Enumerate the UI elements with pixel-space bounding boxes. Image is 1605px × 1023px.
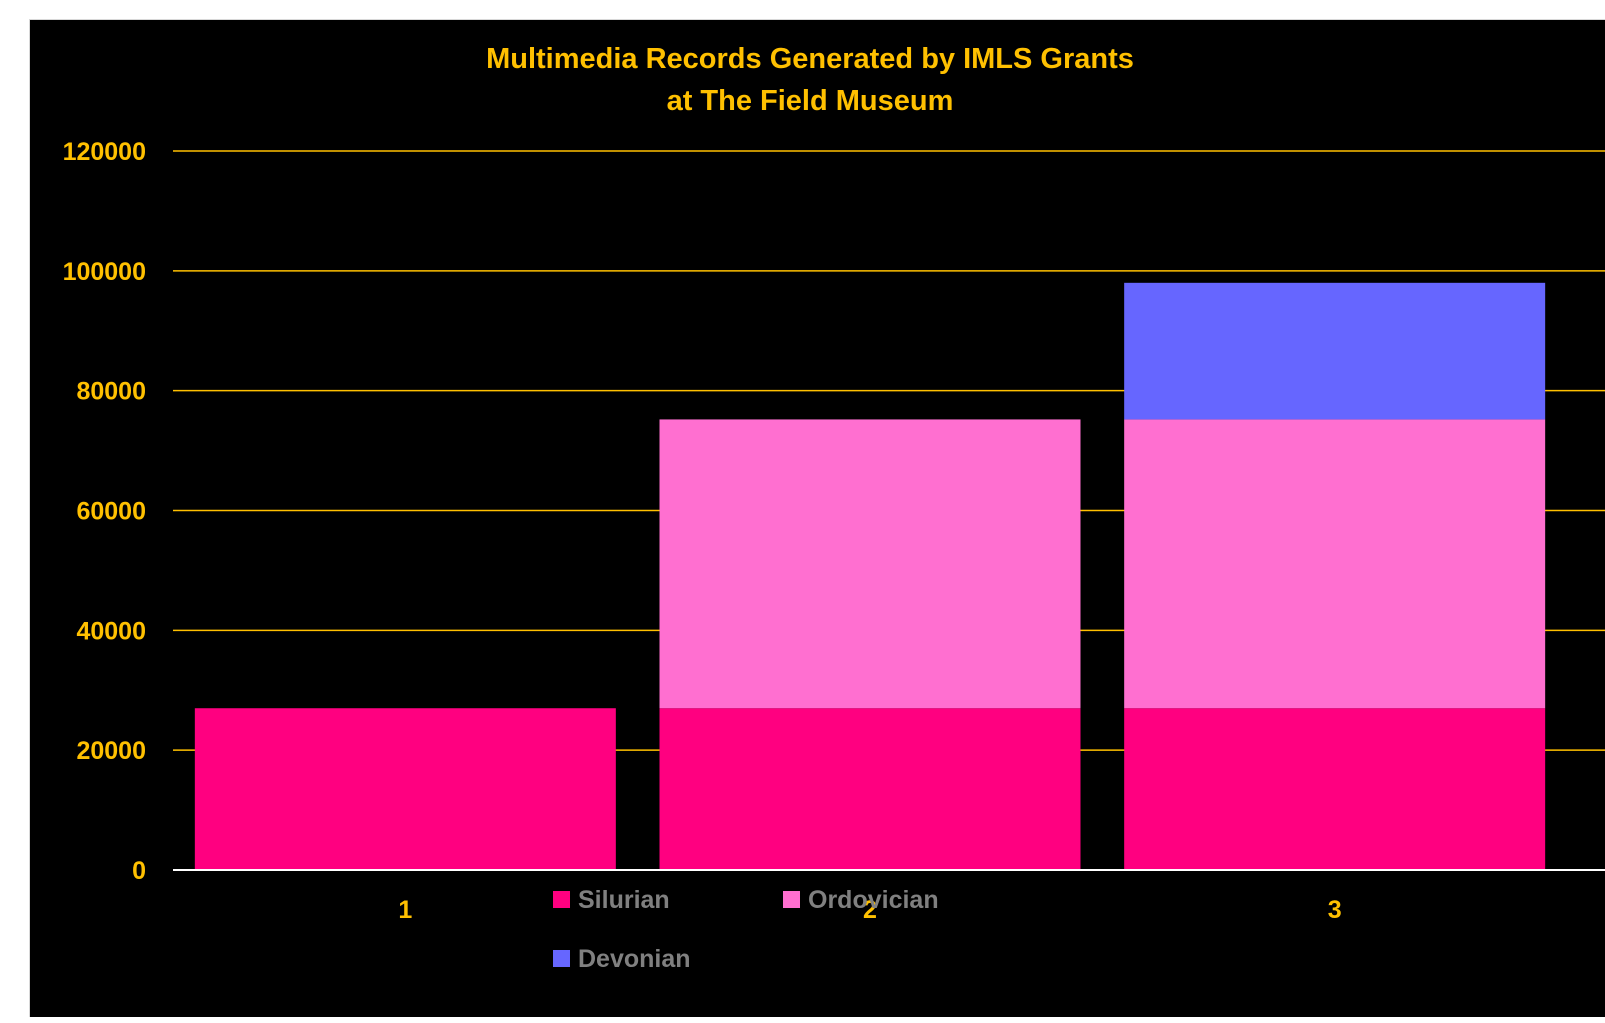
bars [194, 282, 1546, 870]
bar-chart: Multimedia Records Generated by IMLS Gra… [63, 43, 1605, 973]
x-tick-label: 2 [863, 896, 877, 924]
y-tick-label: 40000 [76, 617, 146, 645]
y-tick-label: 120000 [63, 138, 146, 166]
bar-silurian-2 [659, 708, 1081, 870]
legend-label: Devonian [578, 945, 691, 973]
legend-swatch [553, 891, 570, 908]
y-tick-label: 80000 [76, 378, 146, 406]
chart-title: Multimedia Records Generated by IMLS Gra… [486, 43, 1134, 117]
x-tick-label: 1 [398, 896, 412, 924]
chart-title-line-2: at The Field Museum [667, 85, 954, 117]
chart-title-line-1: Multimedia Records Generated by IMLS Gra… [486, 43, 1134, 75]
y-tick-label: 100000 [63, 258, 146, 286]
legend-label: Silurian [578, 886, 670, 914]
x-tick-label: 3 [1328, 896, 1342, 924]
bar-silurian-3 [1124, 708, 1546, 870]
legend: Silurian Ordovician Devonian [553, 886, 939, 973]
bar-silurian-1 [194, 708, 616, 870]
y-axis-tick-labels: 0 20000 40000 60000 80000 100000 120000 [63, 138, 146, 885]
legend-swatch [553, 950, 570, 967]
legend-item-devonian: Devonian [553, 945, 691, 973]
bar-ordovician-2 [659, 419, 1081, 709]
bar-ordovician-3 [1124, 419, 1546, 709]
legend-swatch [783, 891, 800, 908]
bar-devonian-3 [1124, 282, 1546, 420]
x-axis-tick-labels: 1 2 3 [398, 896, 1341, 924]
y-tick-label: 20000 [76, 737, 146, 765]
y-tick-label: 0 [132, 857, 146, 885]
chart-area: Multimedia Records Generated by IMLS Gra… [29, 19, 1605, 1017]
y-tick-label: 60000 [76, 498, 146, 526]
legend-item-ordovician: Ordovician [783, 886, 939, 914]
legend-label: Ordovician [808, 886, 939, 914]
legend-item-silurian: Silurian [553, 886, 670, 914]
